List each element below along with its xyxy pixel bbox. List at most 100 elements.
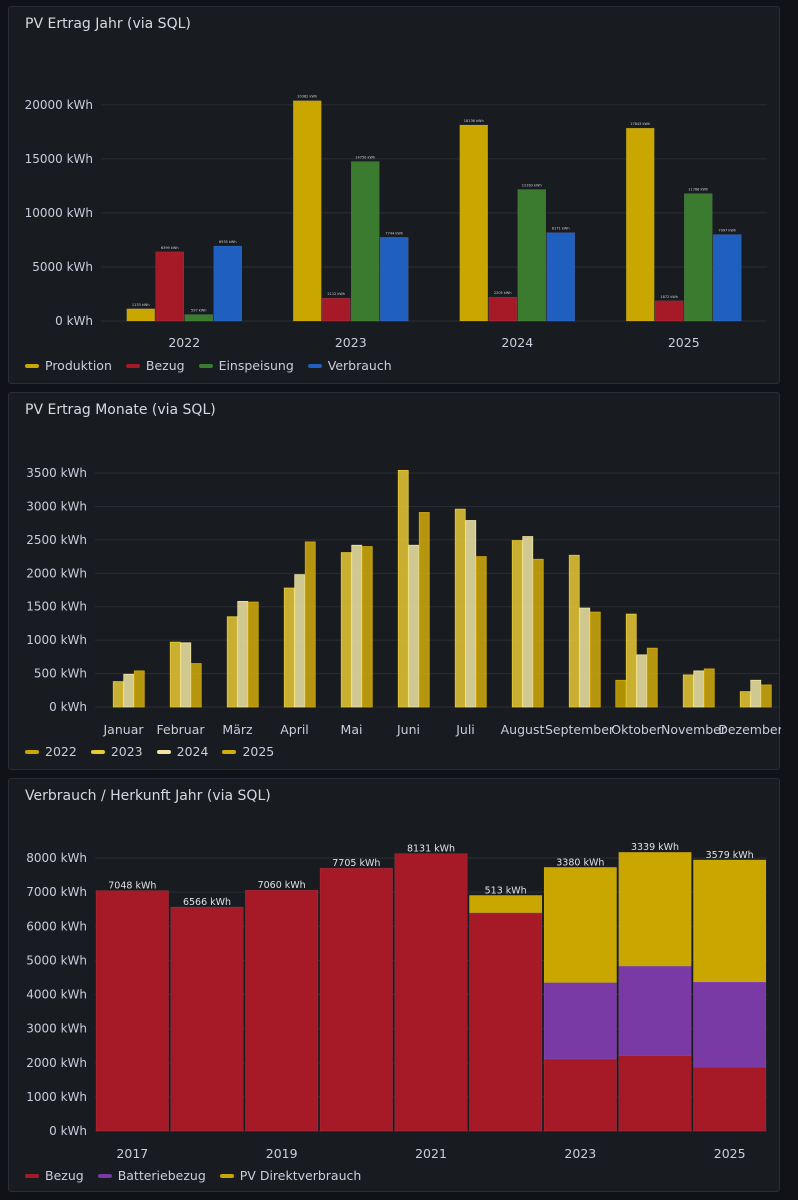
- x-tick-label: Februar: [157, 722, 206, 737]
- bar-batteriebezug-2025: [693, 982, 766, 1067]
- bar-2025-januar: [134, 671, 144, 707]
- x-tick-label: 2023: [564, 1146, 596, 1161]
- bar-bezug-2025: [655, 301, 683, 321]
- data-label: 513 kWh: [485, 885, 527, 896]
- bar-bezug-2024: [619, 1056, 692, 1131]
- y-tick-label: 0 kWh: [49, 700, 87, 714]
- bar-bezug-2023: [322, 298, 350, 321]
- bar-2024-dezember: [751, 680, 761, 707]
- legend-item-einspeisung[interactable]: Einspeisung: [199, 358, 294, 373]
- consumption-source-panel: Verbrauch / Herkunft Jahr (via SQL) 0 kW…: [8, 778, 780, 1192]
- bar-2023-dezember: [740, 692, 750, 707]
- bar-bezug-2022: [156, 252, 184, 321]
- legend-swatch: [25, 364, 39, 368]
- x-tick-label: November: [661, 722, 727, 737]
- x-tick-label: Mai: [341, 722, 363, 737]
- legend-item-batteriebezug[interactable]: Batteriebezug: [98, 1168, 206, 1183]
- bar-batteriebezug-2023: [544, 983, 617, 1059]
- legend-label: Bezug: [45, 1168, 84, 1183]
- legend-label: PV Direktverbrauch: [240, 1168, 362, 1183]
- legend-item-bezug[interactable]: Bezug: [126, 358, 185, 373]
- bar-2023-august: [512, 541, 522, 707]
- bar-produktion-2024: [460, 125, 488, 321]
- legend-label: Verbrauch: [328, 358, 392, 373]
- bar-2025-märz: [248, 602, 258, 707]
- bar-2023-november: [683, 675, 693, 707]
- x-tick-label: 2017: [116, 1146, 148, 1161]
- y-tick-label: 15000 kWh: [25, 152, 93, 166]
- data-label: 1133 kWh: [132, 303, 150, 307]
- legend-item-2023[interactable]: 2023: [91, 744, 143, 759]
- y-tick-label: 2000 kWh: [26, 566, 87, 580]
- yearly-yield-chart: 0 kWh 5000 kWh 10000 kWh 15000 kWh 20000 kWh…: [9, 7, 781, 385]
- bar-bezug-2024: [489, 297, 517, 321]
- bar-pv-direktverbrauch-2022: [469, 895, 542, 913]
- data-label: 17843 kWh: [630, 122, 650, 126]
- legend-swatch: [220, 1174, 234, 1178]
- x-tick-label: April: [280, 722, 309, 737]
- x-tick-label: 2019: [266, 1146, 298, 1161]
- y-tick-label: 0 kWh: [55, 314, 93, 328]
- bar-bezug-2021: [395, 854, 468, 1131]
- legend-label: 2023: [111, 744, 143, 759]
- data-label: 7048 kWh: [108, 881, 156, 892]
- legend-label: Bezug: [146, 358, 185, 373]
- bar-einspeisung-2025: [684, 194, 712, 321]
- y-tick-label: 1000 kWh: [26, 1090, 87, 1104]
- bar-2025-september: [590, 612, 600, 707]
- legend-item-pv-direktverbrauch[interactable]: PV Direktverbrauch: [220, 1168, 362, 1183]
- bar-bezug-2020: [320, 868, 393, 1131]
- monthly-yield-chart: 0 kWh 500 kWh 1000 kWh 1500 kWh 2000 kWh 2500…: [9, 393, 781, 771]
- bar-2023-februar: [170, 642, 180, 707]
- bar-verbrauch-2023: [380, 237, 408, 321]
- legend-item-verbrauch[interactable]: Verbrauch: [308, 358, 392, 373]
- y-tick-label: 500 kWh: [34, 667, 87, 681]
- bar-2025-august: [533, 559, 543, 707]
- legend-item-2025[interactable]: 2025: [222, 744, 274, 759]
- legend-swatch: [25, 750, 39, 754]
- legend-item-bezug[interactable]: Bezug: [25, 1168, 84, 1183]
- bar-2024-februar: [181, 643, 191, 707]
- bar-pv-direktverbrauch-2024: [619, 852, 692, 966]
- bar-2025-februar: [191, 664, 201, 707]
- bar-bezug-2025: [693, 1067, 766, 1131]
- legend: Bezug Batteriebezug PV Direktverbrauch: [25, 1168, 361, 1183]
- bar-2025-mai: [362, 547, 372, 707]
- bar-2024-april: [295, 575, 305, 707]
- legend: 2022 2023 2024 2025: [25, 744, 274, 759]
- y-tick-label: 1000 kWh: [26, 633, 87, 647]
- bar-2023-oktober: [626, 614, 636, 707]
- bar-2024-mai: [352, 545, 362, 707]
- bar-einspeisung-2023: [351, 162, 379, 321]
- y-tick-label: 3000 kWh: [26, 1022, 87, 1036]
- bar-2022-oktober: [616, 680, 626, 707]
- bar-2024-märz: [238, 601, 248, 707]
- yearly-yield-panel: PV Ertrag Jahr (via SQL) 0 kWh 5000 kWh 10…: [8, 6, 780, 384]
- y-tick-label: 4000 kWh: [26, 988, 87, 1002]
- bar-2023-juli: [455, 509, 465, 707]
- data-label: 7060 kWh: [258, 880, 306, 891]
- legend-label: 2022: [45, 744, 77, 759]
- bar-2024-september: [580, 608, 590, 707]
- data-label: 6935 kWh: [219, 240, 237, 244]
- x-tick-label: 2025: [668, 335, 700, 350]
- bar-2023-juni: [398, 470, 408, 707]
- bar-verbrauch-2025: [713, 235, 741, 321]
- legend-item-2024[interactable]: 2024: [157, 744, 209, 759]
- legend-item-produktion[interactable]: Produktion: [25, 358, 112, 373]
- bar-2023-mai: [341, 553, 351, 707]
- legend-swatch: [199, 364, 213, 368]
- legend-item-2022[interactable]: 2022: [25, 744, 77, 759]
- x-tick-label: Dezember: [718, 722, 781, 737]
- legend-swatch: [98, 1174, 112, 1178]
- data-label: 6399 kWh: [161, 246, 179, 250]
- bar-2025-dezember: [761, 685, 771, 707]
- data-label: 8131 kWh: [407, 844, 455, 855]
- bar-2024-januar: [124, 674, 134, 707]
- legend-swatch: [308, 364, 322, 368]
- bar-produktion-2023: [293, 101, 321, 321]
- bar-2025-juni: [419, 512, 429, 707]
- bar-bezug-2018: [171, 907, 244, 1131]
- bar-2023-april: [284, 588, 294, 707]
- x-tick-label: 2024: [501, 335, 533, 350]
